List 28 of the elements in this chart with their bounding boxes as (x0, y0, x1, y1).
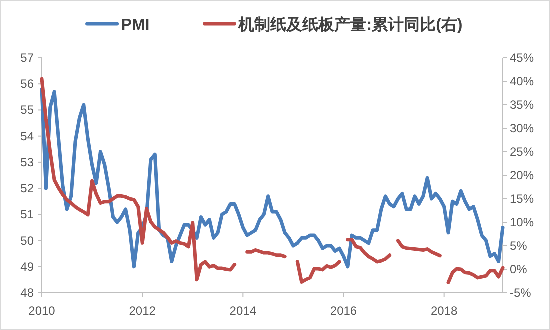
x-tick-label: 2018 (430, 304, 458, 318)
y2-tick-label: 45% (510, 51, 534, 65)
y-tick-label: 57 (20, 51, 34, 65)
y2-tick-label: 15% (510, 192, 534, 206)
y2-tick-label: 10% (510, 216, 534, 230)
y2-tick-label: 5% (510, 239, 528, 253)
y-tick-label: 56 (20, 77, 34, 92)
y2-tick-label: 25% (510, 145, 534, 159)
x-tick-label: 2014 (230, 304, 257, 318)
y2-tick-label: 40% (510, 74, 534, 88)
y-tick-label: 48 (20, 286, 34, 300)
y2-tick-label: 30% (510, 122, 534, 136)
y2-tick-label: -5% (510, 286, 532, 300)
y-tick-label: 54 (20, 129, 34, 144)
y2-tick-label: 35% (510, 98, 534, 112)
x-tick-label: 2010 (28, 304, 56, 318)
y2-tick-label: 20% (510, 168, 534, 182)
y-tick-label: 52 (20, 182, 34, 196)
y-tick-label: 53 (20, 155, 34, 170)
y-tick-label: 51 (20, 208, 34, 222)
y-tick-label: 49 (20, 260, 34, 274)
y-tick-label: 55 (20, 103, 34, 118)
x-tick-label: 2012 (129, 304, 156, 318)
y-tick-label: 50 (20, 234, 34, 248)
legend-label: 机制纸及纸板产量:累计同比(右) (238, 16, 463, 34)
x-tick-label: 2016 (330, 304, 358, 318)
y2-tick-label: 0% (510, 262, 528, 276)
legend-label: PMI (121, 17, 150, 34)
